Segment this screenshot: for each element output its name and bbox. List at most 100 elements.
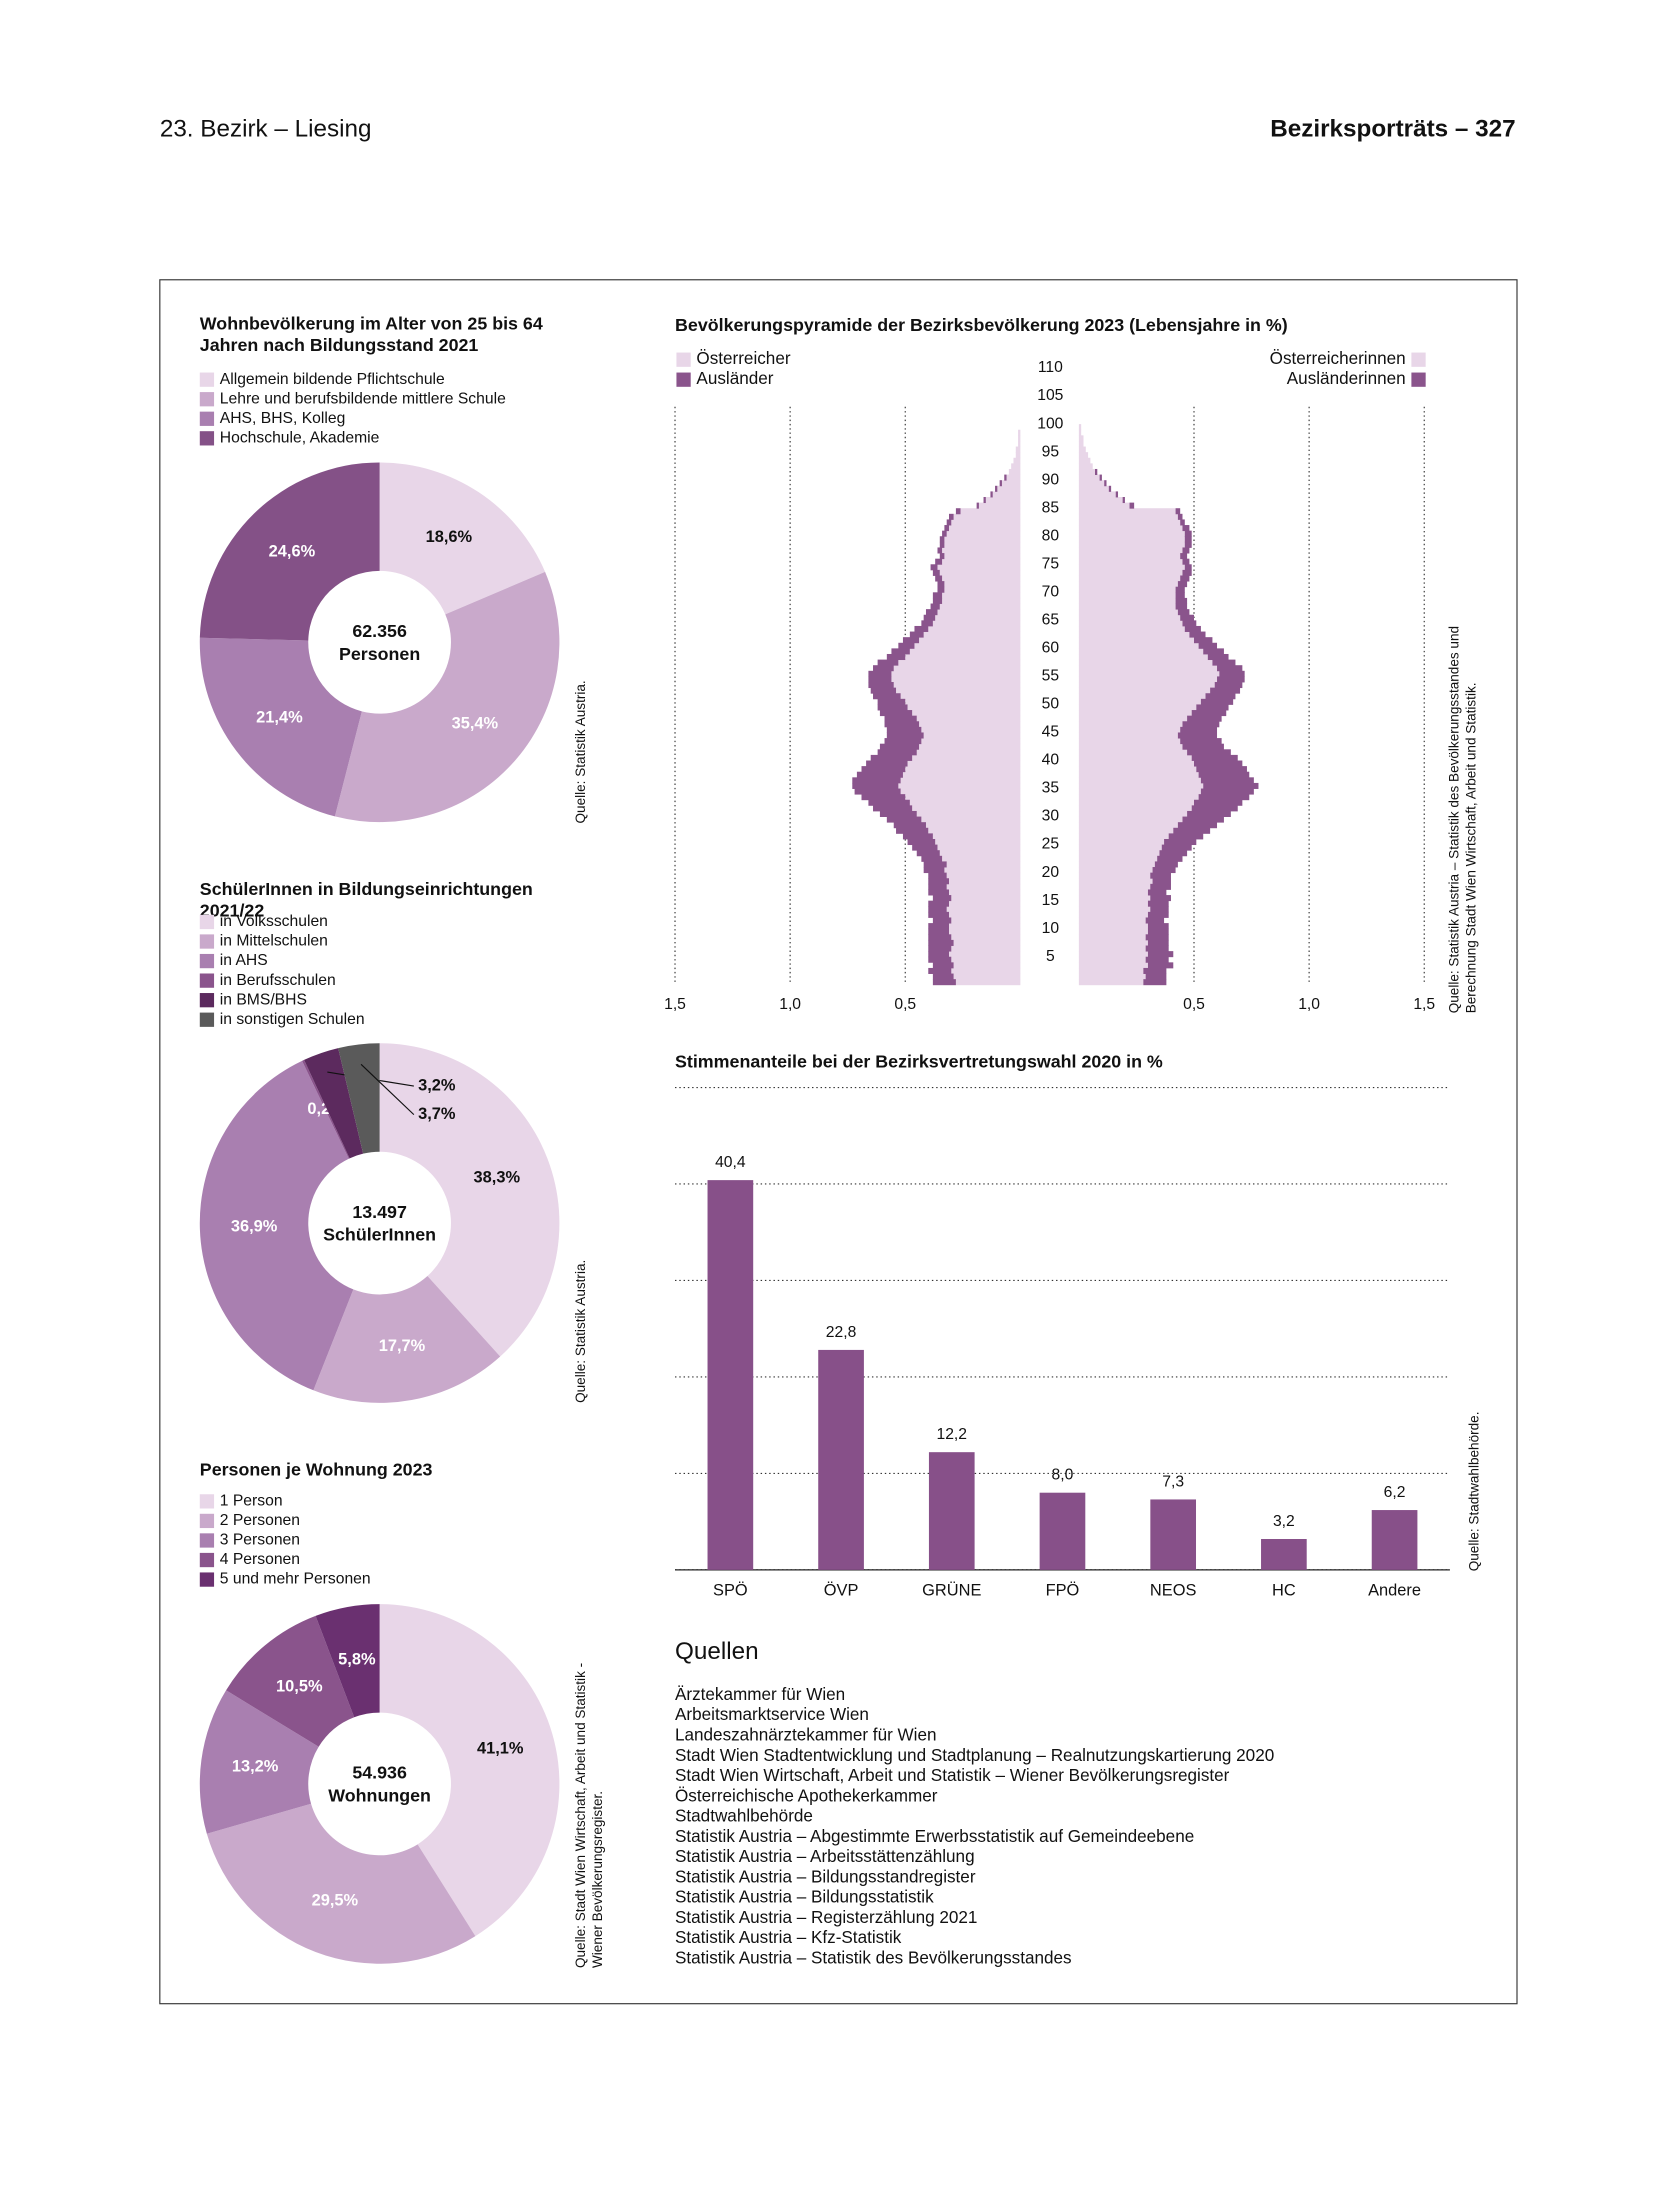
pyramid-bar xyxy=(1184,530,1192,537)
legend-label: Lehre und berufsbildende mittlere Schule xyxy=(220,390,506,407)
pyramid-bar xyxy=(1078,625,1185,632)
pyramid-bar xyxy=(1078,631,1190,638)
pyramid-bar xyxy=(1159,850,1188,857)
pyramid-bar xyxy=(948,911,1021,918)
frame xyxy=(159,279,1518,2005)
pyramid-bar xyxy=(1212,659,1236,666)
pyramid-bar xyxy=(1078,883,1151,890)
pyramid-bar xyxy=(930,564,938,571)
pyramid-bar xyxy=(907,838,936,846)
pyramid-bar xyxy=(905,766,1021,773)
pyramid-bar xyxy=(1078,609,1178,616)
pyramid-bar xyxy=(1217,676,1245,683)
legend-label: Österreicherinnen xyxy=(1270,349,1406,368)
bar xyxy=(1261,1539,1307,1570)
pyramid-bar xyxy=(1180,614,1195,621)
pyramid-bar xyxy=(925,609,938,616)
pyramid-bar xyxy=(937,564,1021,571)
pyramid-bar xyxy=(854,788,901,795)
pyramid-bar xyxy=(923,631,1021,638)
pyramid-bar xyxy=(1078,833,1169,840)
pyramid-bar xyxy=(1078,682,1215,689)
value-label: 10,5% xyxy=(276,1678,323,1696)
pyramid-bar xyxy=(868,799,910,806)
pyramid-bar xyxy=(930,603,940,610)
pyramid-bar xyxy=(1177,513,1183,520)
chart-title-box: SchülerInnen in Bildungseinrichtungen 20… xyxy=(200,879,533,920)
pyramid-bar xyxy=(1078,452,1089,459)
pyramid-bar xyxy=(1078,597,1176,604)
pyramid-bar xyxy=(921,620,933,627)
pyramid-bar xyxy=(893,822,926,829)
pyramid-bar xyxy=(1078,485,1109,492)
legend-swatch xyxy=(676,372,691,387)
pyramid-bar xyxy=(1078,878,1153,885)
pyramid-bar xyxy=(1157,855,1183,862)
header-left: 23. Bezirk – Liesing xyxy=(160,115,372,142)
pyramid-bar xyxy=(1147,928,1169,935)
donut-slice xyxy=(199,1060,354,1391)
legend-label: Hochschule, Akademie xyxy=(220,429,380,446)
pyramid-bar xyxy=(1175,508,1181,515)
pyramid-bar xyxy=(1078,603,1176,610)
value-label: 7,3 xyxy=(1162,1473,1184,1490)
donut-slice xyxy=(226,1615,355,1747)
pyramid-bar xyxy=(1078,642,1199,649)
donut-slice xyxy=(315,1604,380,1718)
pyramid-bar xyxy=(928,951,949,958)
legend-swatch xyxy=(1411,372,1426,387)
pyramid-bar xyxy=(928,906,947,913)
chart-title: Bevölkerungspyramide der Bezirksbevölker… xyxy=(675,315,1288,336)
pyramid-bar xyxy=(1078,715,1188,722)
pyramid-bar xyxy=(942,592,1021,599)
pyramid-bar xyxy=(912,805,1021,812)
pyramid-bar xyxy=(1015,446,1021,453)
pyramid-bar xyxy=(884,738,922,745)
pyramid-bar xyxy=(1177,581,1188,588)
value-label: 18,6% xyxy=(426,528,473,546)
legend-label: Allgemein bildende Pflichtschule xyxy=(220,371,445,388)
legend-swatch xyxy=(199,1533,215,1548)
pyramid-bar xyxy=(955,979,1021,986)
pyramid-bar xyxy=(928,923,949,930)
pyramid-bar xyxy=(944,581,1021,588)
pyramid-bar xyxy=(951,917,1021,924)
pyramid-bar xyxy=(868,682,894,689)
pyramid-bar xyxy=(946,883,1021,890)
y-tick-label: 110 xyxy=(1038,359,1063,376)
y-tick-label: 75 xyxy=(1042,555,1060,572)
y-tick-label: 85 xyxy=(1042,499,1060,516)
pyramid-bar xyxy=(1104,480,1107,487)
pyramid-bar xyxy=(1175,597,1188,604)
legend-label: 5 und mehr Personen xyxy=(220,1571,371,1588)
legend-label: in AHS xyxy=(220,952,268,969)
pyramid-bar xyxy=(1184,541,1192,548)
pyramid-bar xyxy=(1154,861,1178,868)
x-tick-label: HC xyxy=(1272,1582,1296,1600)
pyramid-bar xyxy=(942,558,1021,565)
pyramid-bar xyxy=(1078,553,1181,560)
pyramid-bar xyxy=(928,967,952,974)
pyramid-bar xyxy=(942,855,1021,862)
pyramid-bar xyxy=(884,721,920,728)
pyramid-bar xyxy=(939,569,1021,576)
pyramid-bar xyxy=(1078,945,1146,952)
pyramid-bar xyxy=(939,553,945,560)
pyramid-bar xyxy=(1078,547,1183,554)
pyramid-bar xyxy=(1078,446,1086,453)
pyramid-bar xyxy=(916,850,940,857)
pyramid-bar xyxy=(1177,609,1190,616)
legend-swatch xyxy=(199,993,215,1008)
pyramid-bar xyxy=(1182,721,1220,728)
pyramid-bar xyxy=(953,939,1021,946)
pyramid-bar xyxy=(1078,799,1195,806)
x-tick-label: SPÖ xyxy=(713,1582,748,1600)
pyramid-bar xyxy=(1078,502,1130,509)
legend-label: in sonstigen Schulen xyxy=(220,1011,365,1028)
chart-title-box: Stimmenanteile bei der Bezirksvertretung… xyxy=(675,1052,1163,1072)
pyramid-bar xyxy=(1217,665,1243,672)
pyramid-bar xyxy=(932,973,954,980)
pyramid-bar xyxy=(1006,474,1021,481)
donut-slice xyxy=(379,462,546,615)
